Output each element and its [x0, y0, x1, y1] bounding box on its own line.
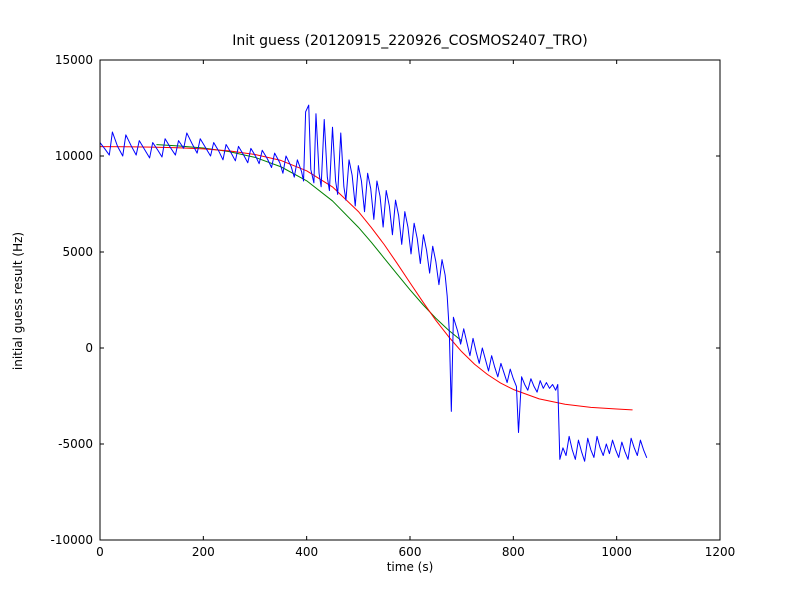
chart-title: Init guess (20120915_220926_COSMOS2407_T… [232, 33, 588, 49]
y-tick-label: 15000 [55, 53, 93, 67]
y-tick-label: -5000 [58, 437, 93, 451]
y-tick-label: 5000 [62, 245, 93, 259]
y-tick-label: -10000 [50, 533, 93, 547]
x-tick-label: 200 [192, 545, 215, 559]
x-tick-label: 400 [295, 545, 318, 559]
x-tick-label: 800 [502, 545, 525, 559]
y-tick-label: 0 [85, 341, 93, 355]
series-fit-curve-red [99, 146, 633, 411]
plot-background [100, 60, 720, 540]
x-axis-label: time (s) [386, 560, 434, 574]
x-tick-label: 1000 [601, 545, 632, 559]
y-tick-label: 10000 [55, 149, 93, 163]
series-initial-guess-data-blue [99, 104, 648, 462]
y-axis-label: initial guess result (Hz) [11, 231, 25, 371]
x-tick-label: 1200 [705, 545, 736, 559]
x-tick-label: 0 [96, 545, 104, 559]
x-tick-label: 600 [399, 545, 422, 559]
